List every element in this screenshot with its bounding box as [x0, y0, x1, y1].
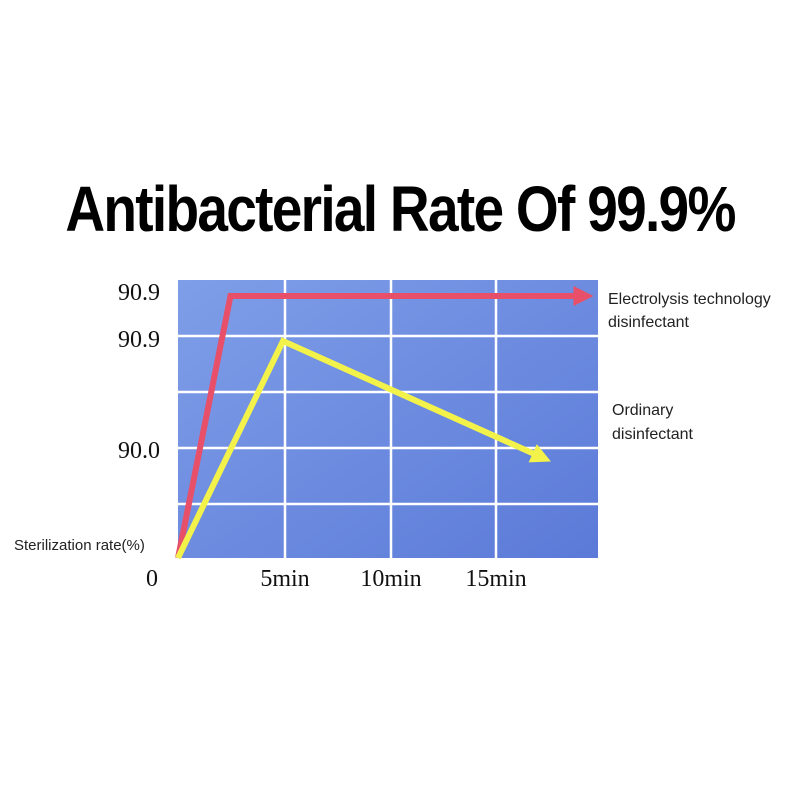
plot-area — [178, 280, 598, 558]
y-tick-label-top: 90.9 — [118, 280, 160, 306]
series-arrowhead-electrolysis — [573, 286, 594, 306]
x-tick-label-5min: 5min — [260, 566, 309, 592]
legend-electrolysis-line1: Electrolysis technology — [608, 291, 771, 308]
legend-ordinary-line2: disinfectant — [612, 426, 693, 443]
y-tick-label-third: 90.0 — [118, 438, 160, 464]
y-tick-label-second: 90.9 — [118, 327, 160, 353]
legend-electrolysis-line2: disinfectant — [608, 314, 689, 331]
series-line-electrolysis — [175, 293, 588, 559]
series-layer — [175, 286, 594, 560]
origin-label: 0 — [146, 566, 158, 592]
x-tick-label-10min: 10min — [360, 566, 421, 592]
series-line-ordinary — [175, 337, 547, 560]
x-tick-label-15min: 15min — [465, 566, 526, 592]
chart-title: Antibacterial Rate Of 99.9% — [65, 173, 736, 245]
legend-ordinary-line1: Ordinary — [612, 402, 673, 419]
y-axis-label: Sterilization rate(%) — [14, 537, 145, 554]
series-arrowhead-ordinary — [528, 444, 551, 463]
